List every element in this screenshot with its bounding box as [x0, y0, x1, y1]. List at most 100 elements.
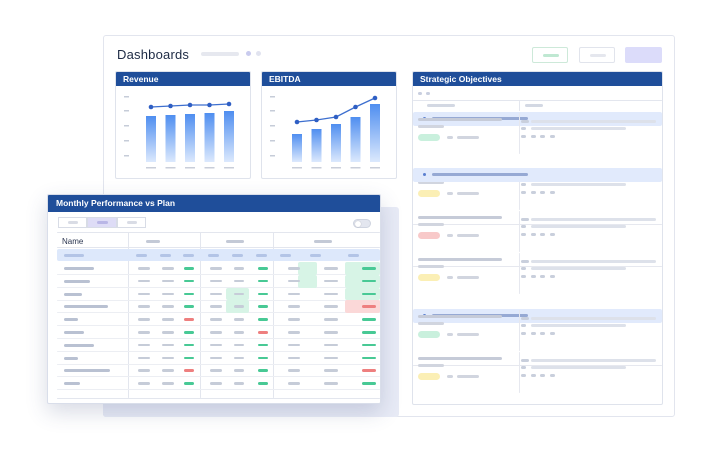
pager-dot-active[interactable] [246, 51, 251, 56]
segment-tab-1[interactable] [58, 217, 87, 228]
cell-value-placeholder [162, 318, 174, 321]
group-bullet [423, 173, 426, 176]
status-dot-placeholder [447, 375, 453, 378]
objective-subtext-placeholder [418, 125, 444, 128]
action-dot-placeholder[interactable] [550, 374, 555, 377]
status-pill[interactable] [418, 134, 440, 141]
cell-value-placeholder [258, 305, 268, 308]
cell-value-placeholder [210, 279, 222, 283]
column-divider [273, 232, 274, 398]
table-row[interactable] [48, 326, 380, 339]
status-text-placeholder [457, 234, 479, 237]
action-dot-placeholder[interactable] [531, 332, 536, 335]
action-dot-placeholder[interactable] [540, 233, 545, 236]
header-placeholder [201, 52, 239, 56]
header-button-green[interactable] [532, 47, 568, 63]
action-dot-placeholder[interactable] [540, 374, 545, 377]
column-divider [200, 232, 201, 398]
view-toggle[interactable] [353, 219, 371, 228]
status-pill[interactable] [418, 274, 440, 281]
cell-value-placeholder [210, 382, 222, 385]
action-dot-placeholder[interactable] [550, 191, 555, 194]
cell-value-placeholder [162, 369, 174, 372]
subheader-cell-placeholder [256, 254, 267, 257]
action-dot-placeholder[interactable] [540, 191, 545, 194]
status-text-placeholder [457, 136, 479, 139]
axis-tick-0 [270, 96, 275, 98]
action-dot-placeholder[interactable] [550, 233, 555, 236]
status-pill[interactable] [418, 331, 440, 338]
revenue-panel-title: Revenue [116, 72, 250, 86]
table-row[interactable] [48, 339, 380, 352]
objective-name-placeholder [418, 118, 502, 121]
action-dot-placeholder[interactable] [531, 275, 536, 278]
cell-value-placeholder [210, 369, 222, 372]
action-dot-placeholder[interactable] [521, 135, 526, 138]
cell-value-placeholder [184, 267, 194, 270]
action-dot-placeholder[interactable] [540, 332, 545, 335]
status-dot-placeholder [447, 192, 453, 195]
action-dot-placeholder[interactable] [531, 233, 536, 236]
status-pill[interactable] [418, 232, 440, 239]
pager-dot[interactable] [256, 51, 261, 56]
action-dot-placeholder[interactable] [531, 135, 536, 138]
row-name-placeholder [64, 318, 78, 322]
line-point-4 [372, 95, 378, 101]
cell-value-placeholder [234, 292, 244, 296]
subheader-cell-placeholder [64, 254, 84, 257]
toolbar-dot[interactable] [426, 92, 430, 95]
table-row[interactable] [48, 364, 380, 377]
cell-value-placeholder [138, 305, 150, 308]
toolbar-dot[interactable] [418, 92, 422, 95]
table-row[interactable] [48, 377, 380, 390]
line-point-0 [294, 119, 300, 125]
x-tick-label-0 [146, 167, 156, 169]
row-name-placeholder [64, 382, 80, 386]
action-dot-placeholder[interactable] [521, 275, 526, 278]
line-point-2 [333, 114, 339, 120]
action-dot-placeholder[interactable] [550, 275, 555, 278]
header-button-gray[interactable] [579, 47, 615, 63]
cell-value-placeholder [210, 356, 222, 360]
cell-value-placeholder [288, 305, 300, 308]
action-dot-placeholder[interactable] [531, 191, 536, 194]
table-row[interactable] [48, 274, 380, 288]
segment-tab-3[interactable] [117, 217, 146, 228]
name-column-header: Name [62, 237, 84, 246]
column-divider [128, 232, 129, 398]
header-button-primary[interactable] [625, 47, 662, 63]
group-header-placeholder [146, 240, 160, 243]
metric-bar-placeholder [531, 120, 656, 123]
action-dot-placeholder[interactable] [521, 332, 526, 335]
action-dot-placeholder[interactable] [540, 135, 545, 138]
cell-value-placeholder [362, 279, 376, 283]
cell-value-placeholder [162, 292, 174, 296]
table-row[interactable] [48, 313, 380, 326]
segment-tab-2-active[interactable] [87, 217, 117, 228]
action-dot-placeholder[interactable] [540, 275, 545, 278]
subheader-cell-placeholder [348, 254, 359, 257]
x-tick-label-0 [292, 167, 302, 169]
cell-value-placeholder [138, 356, 150, 360]
status-pill[interactable] [418, 373, 440, 380]
objective-group-header[interactable] [413, 168, 662, 182]
monthly-performance-window: Monthly Performance vs Plan Name [47, 194, 381, 404]
metric-bar-placeholder [531, 127, 626, 130]
row-name-placeholder [64, 305, 108, 309]
table-row[interactable] [48, 287, 380, 301]
action-dot-placeholder[interactable] [521, 374, 526, 377]
action-dot-placeholder[interactable] [531, 374, 536, 377]
table-row[interactable] [48, 352, 380, 365]
action-dot-placeholder[interactable] [550, 135, 555, 138]
table-row[interactable] [48, 262, 380, 275]
status-text-placeholder [457, 192, 479, 195]
action-dot-placeholder[interactable] [521, 191, 526, 194]
action-dot-placeholder[interactable] [521, 233, 526, 236]
table-row[interactable] [48, 300, 380, 314]
action-dot-placeholder[interactable] [550, 332, 555, 335]
row-name-placeholder [64, 343, 94, 347]
cell-value-placeholder [234, 382, 244, 385]
revenue-chart [124, 96, 234, 169]
row-name-placeholder [64, 369, 110, 373]
status-pill[interactable] [418, 190, 440, 197]
